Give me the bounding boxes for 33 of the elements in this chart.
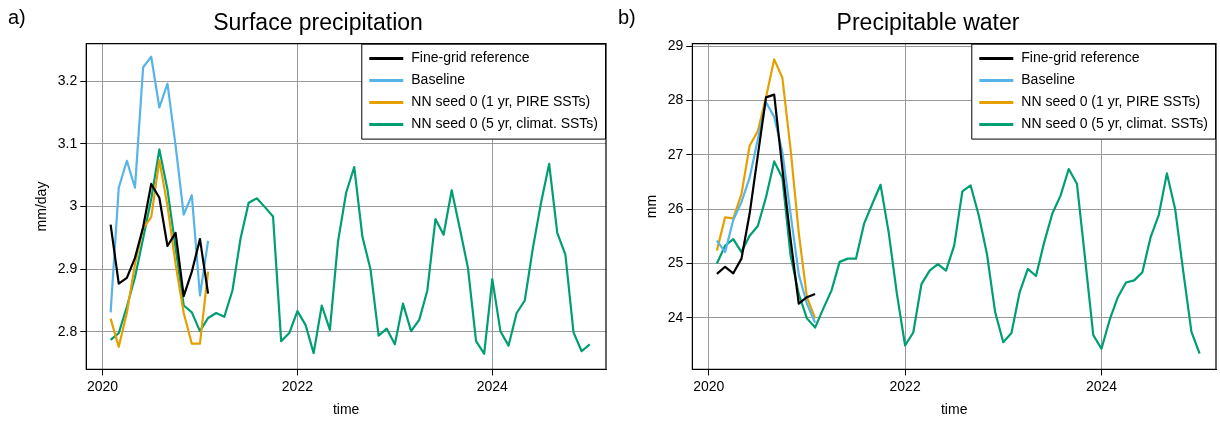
y-tick-label: 2.9 <box>57 260 78 277</box>
y-tick-label: 3.2 <box>57 72 78 89</box>
y-tick-label: 26 <box>667 200 684 217</box>
x-tick-label: 2024 <box>1085 377 1118 394</box>
y-tick-label: 3 <box>69 197 78 214</box>
y-axis-title: mm <box>643 194 660 219</box>
chart-title: Precipitable water <box>836 9 1020 36</box>
legend-label: NN seed 0 (5 yr, climat. SSTs) <box>411 115 598 132</box>
legend-label: Baseline <box>1021 71 1076 88</box>
text: b) <box>618 6 636 29</box>
y-tick-label: 28 <box>667 91 684 108</box>
text: a) <box>8 6 26 29</box>
legend-label: Fine-grid reference <box>411 49 530 66</box>
x-axis-title: time <box>332 401 360 418</box>
y-tick-label: 24 <box>667 308 684 325</box>
x-tick-label: 2020 <box>693 377 725 394</box>
legend-label: NN seed 0 (5 yr, climat. SSTs) <box>1021 115 1208 132</box>
legend-label: NN seed 0 (1 yr, PIRE SSTs) <box>411 93 591 110</box>
x-tick-label: 2024 <box>476 377 509 394</box>
y-tick-label: 25 <box>667 254 684 271</box>
y-tick-label: 29 <box>667 37 684 54</box>
legend-label: Baseline <box>411 71 466 88</box>
legend-label: Fine-grid reference <box>1021 49 1140 66</box>
x-tick-label: 2020 <box>86 377 119 394</box>
y-tick-label: 3.1 <box>57 134 78 151</box>
y-tick-label: 2.8 <box>57 322 78 339</box>
y-axis-title: mm/day <box>33 181 50 232</box>
y-tick-label: 27 <box>667 145 684 162</box>
x-tick-label: 2022 <box>889 377 921 394</box>
x-tick-label: 2022 <box>281 377 314 394</box>
legend-label: NN seed 0 (1 yr, PIRE SSTs) <box>1021 93 1201 110</box>
chart-title: Surface precipitation <box>213 9 423 36</box>
x-axis-title: time <box>940 401 968 418</box>
